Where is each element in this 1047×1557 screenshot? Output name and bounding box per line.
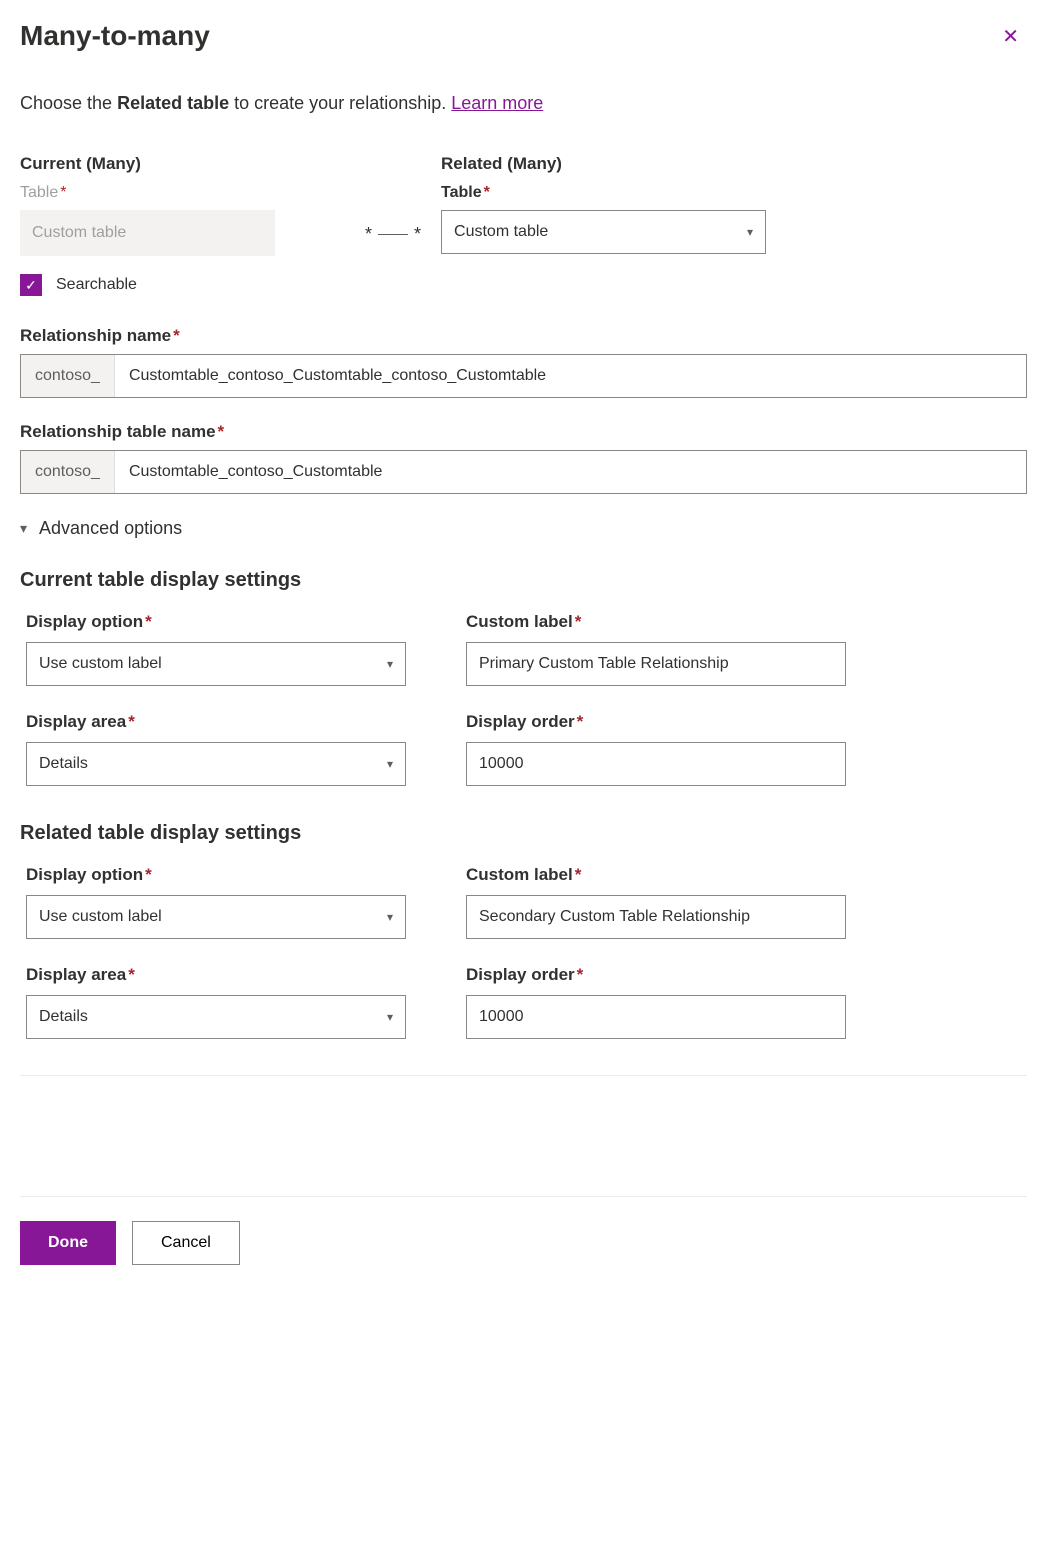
rel-name-input[interactable]: contoso_ Customtable_contoso_Customtable… xyxy=(20,354,1027,398)
rel-display-order-label: Display order* xyxy=(466,965,846,985)
cur-display-area-select[interactable]: Details ▾ xyxy=(26,742,406,786)
rel-custom-label-input[interactable]: Secondary Custom Table Relationship xyxy=(466,895,846,939)
chevron-down-icon: ▾ xyxy=(387,657,393,671)
chevron-down-icon: ▾ xyxy=(20,520,27,537)
cur-display-order-value: 10000 xyxy=(479,755,524,773)
close-icon[interactable]: ✕ xyxy=(994,20,1027,53)
intro-bold: Related table xyxy=(117,93,229,113)
related-table-value: Custom table xyxy=(454,223,548,241)
rel-display-area-select[interactable]: Details ▾ xyxy=(26,995,406,1039)
current-table-label: Table* xyxy=(20,184,355,202)
learn-more-link[interactable]: Learn more xyxy=(451,93,543,113)
searchable-label: Searchable xyxy=(56,276,137,294)
rel-table-name-input[interactable]: contoso_ Customtable_contoso_Customtable xyxy=(20,450,1027,494)
intro-prefix: Choose the xyxy=(20,93,117,113)
cur-display-option-select[interactable]: Use custom label ▾ xyxy=(26,642,406,686)
dialog-title: Many-to-many xyxy=(20,20,210,52)
relationship-connector: * * xyxy=(355,224,431,245)
rel-name-value: Customtable_contoso_Customtable_contoso_… xyxy=(115,355,1026,397)
related-heading: Related (Many) xyxy=(441,154,776,174)
searchable-checkbox[interactable]: ✓ xyxy=(20,274,42,296)
rel-display-order-input[interactable]: 10000 xyxy=(466,995,846,1039)
chevron-down-icon: ▾ xyxy=(387,1010,393,1024)
chevron-down-icon: ▾ xyxy=(747,225,753,239)
cur-display-area-label: Display area* xyxy=(26,712,406,732)
connector-left-star: * xyxy=(365,224,372,245)
chevron-down-icon: ▾ xyxy=(387,757,393,771)
rel-display-option-label: Display option* xyxy=(26,865,406,885)
done-button[interactable]: Done xyxy=(20,1221,116,1265)
current-table-readonly: Custom table xyxy=(20,210,275,256)
cancel-button[interactable]: Cancel xyxy=(132,1221,240,1265)
rel-table-name-prefix: contoso_ xyxy=(21,451,115,493)
cur-display-order-input[interactable]: 10000 xyxy=(466,742,846,786)
connector-line xyxy=(378,234,408,235)
chevron-down-icon: ▾ xyxy=(387,910,393,924)
cur-display-area-value: Details xyxy=(39,755,88,773)
cur-custom-label-input[interactable]: Primary Custom Table Relationship xyxy=(466,642,846,686)
intro-text: Choose the Related table to create your … xyxy=(20,93,1027,114)
rel-display-option-value: Use custom label xyxy=(39,908,162,926)
rel-display-order-value: 10000 xyxy=(479,1008,524,1026)
related-settings-heading: Related table display settings xyxy=(20,822,1027,845)
advanced-options-toggle[interactable]: ▾ Advanced options xyxy=(20,518,1027,539)
rel-table-name-value: Customtable_contoso_Customtable xyxy=(115,451,1026,493)
rel-custom-label-label: Custom label* xyxy=(466,865,846,885)
intro-suffix: to create your relationship. xyxy=(229,93,451,113)
connector-right-star: * xyxy=(414,224,421,245)
cur-display-order-label: Display order* xyxy=(466,712,846,732)
advanced-options-label: Advanced options xyxy=(39,518,182,539)
cur-display-option-value: Use custom label xyxy=(39,655,162,673)
rel-display-area-label: Display area* xyxy=(26,965,406,985)
current-settings-heading: Current table display settings xyxy=(20,569,1027,592)
rel-name-prefix: contoso_ xyxy=(21,355,115,397)
rel-display-option-select[interactable]: Use custom label ▾ xyxy=(26,895,406,939)
footer-divider xyxy=(20,1196,1027,1197)
current-heading: Current (Many) xyxy=(20,154,355,174)
rel-name-label: Relationship name* xyxy=(20,326,1027,346)
rel-custom-label-value: Secondary Custom Table Relationship xyxy=(479,908,750,926)
rel-table-name-label: Relationship table name* xyxy=(20,422,1027,442)
cur-display-option-label: Display option* xyxy=(26,612,406,632)
related-table-select[interactable]: Custom table ▾ xyxy=(441,210,766,254)
section-divider xyxy=(20,1075,1027,1076)
cur-custom-label-label: Custom label* xyxy=(466,612,846,632)
rel-display-area-value: Details xyxy=(39,1008,88,1026)
related-table-label: Table* xyxy=(441,184,776,202)
cur-custom-label-value: Primary Custom Table Relationship xyxy=(479,655,729,673)
